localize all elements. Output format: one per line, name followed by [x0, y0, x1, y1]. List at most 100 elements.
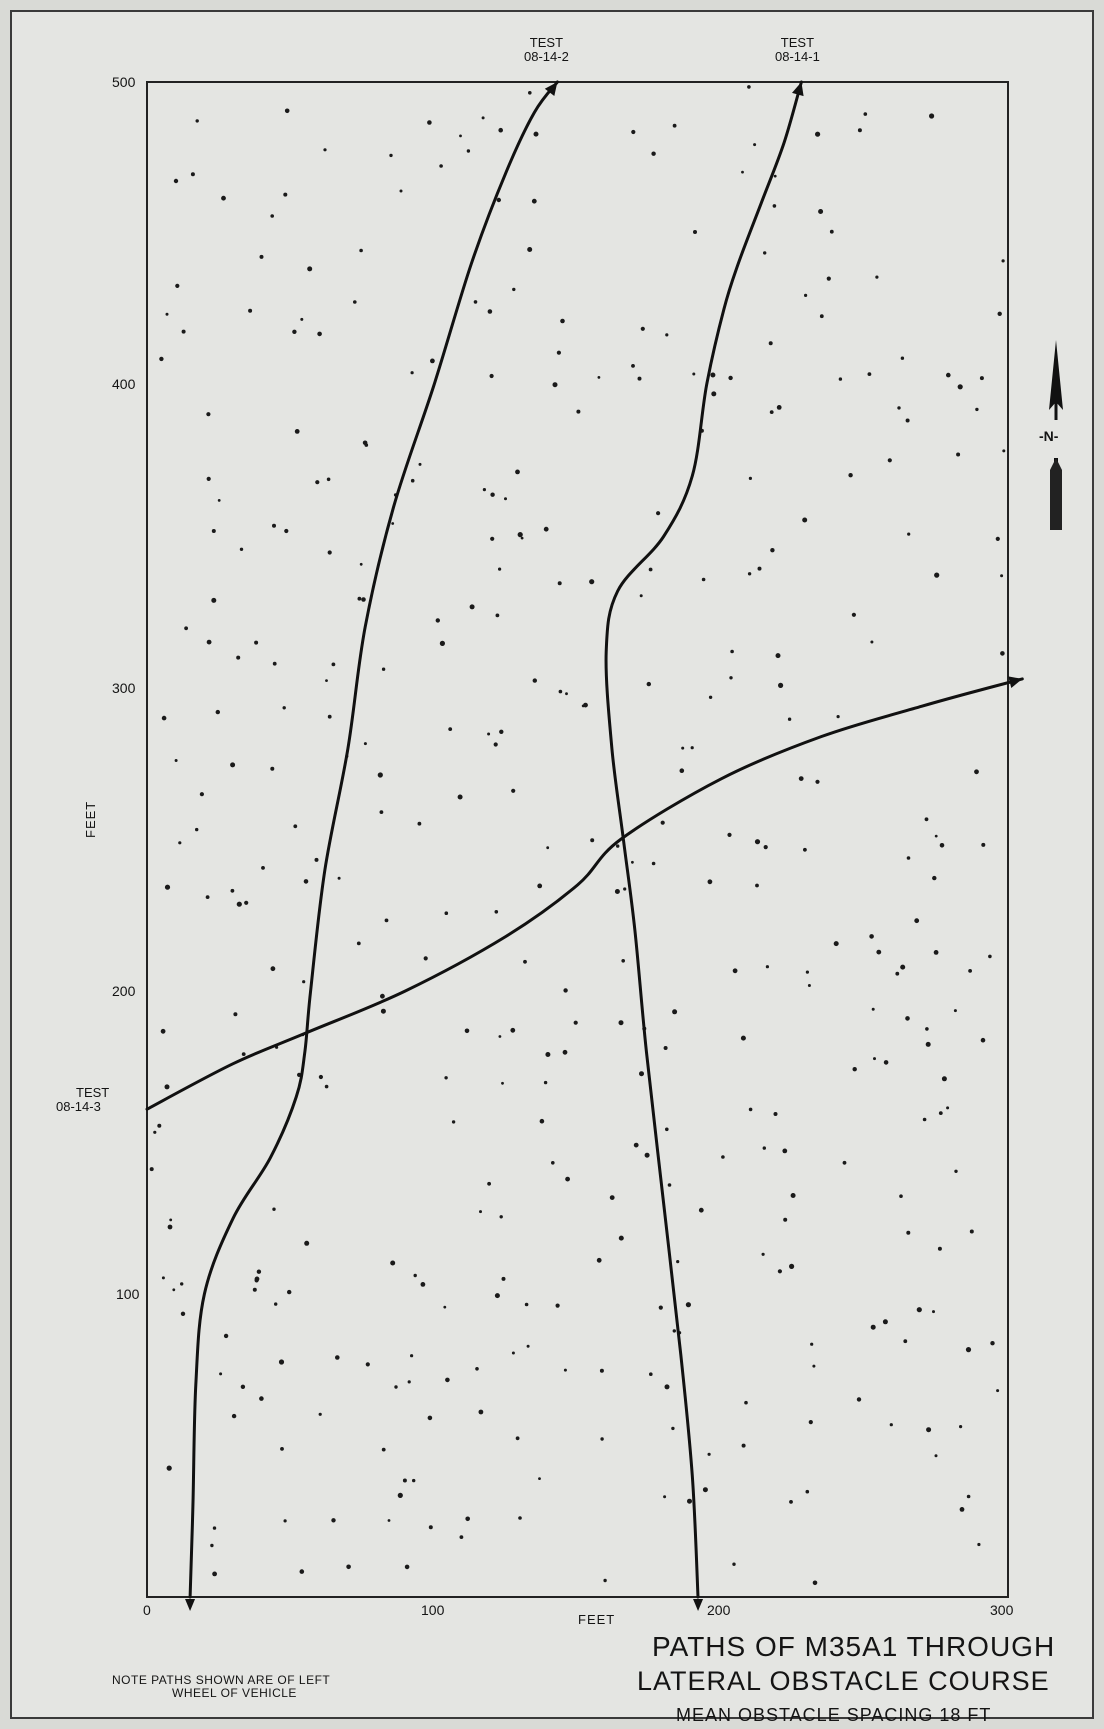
- obstacle-dot: [773, 1112, 778, 1116]
- path-end-arrows: [185, 82, 1023, 1611]
- obstacle-dot: [732, 1562, 736, 1566]
- obstacle-dot: [679, 768, 685, 773]
- obstacle-dot: [631, 860, 634, 864]
- obstacle-dot: [239, 547, 244, 551]
- obstacle-dot: [487, 732, 491, 736]
- obstacle-dot: [399, 189, 403, 193]
- obstacle-dot: [283, 1519, 287, 1523]
- obstacle-dot: [924, 817, 929, 822]
- obstacle-dot: [805, 1489, 810, 1494]
- obstacle-dot: [418, 462, 422, 466]
- obstacle-dot: [889, 1423, 893, 1427]
- obstacle-dot: [261, 866, 265, 870]
- obstacle-dot: [842, 1160, 847, 1165]
- obstacle-dot: [977, 1542, 981, 1547]
- obstacle-dot: [763, 251, 767, 255]
- obstacle-dot: [933, 950, 939, 955]
- obstacle-dot: [681, 746, 685, 750]
- obstacle-dot: [804, 293, 808, 297]
- obstacle-dot: [282, 706, 286, 710]
- obstacle-dot: [754, 839, 761, 845]
- obstacle-dot: [252, 1287, 257, 1292]
- obstacle-dot: [420, 1282, 426, 1287]
- obstacle-dot: [283, 192, 288, 197]
- obstacle-dot: [487, 1181, 491, 1186]
- obstacle-dot: [430, 358, 435, 364]
- y-tick-label-200: 200: [112, 983, 136, 999]
- obstacle-dot: [761, 1252, 765, 1256]
- obstacle-dot: [900, 964, 906, 970]
- obstacle-dot: [557, 581, 562, 586]
- obstacle-dot: [954, 1169, 958, 1174]
- obstacle-dot: [957, 384, 963, 390]
- obstacle-dot: [402, 1478, 407, 1483]
- obstacle-dot: [236, 901, 242, 907]
- obstacle-dot: [565, 1176, 570, 1182]
- obstacle-dot: [925, 1041, 931, 1047]
- obstacle-dot: [157, 1123, 162, 1128]
- obstacle-dot: [384, 918, 389, 923]
- obstacle-dot: [829, 229, 834, 234]
- obstacle-dot: [938, 1111, 943, 1115]
- obstacle-dot: [616, 844, 620, 848]
- obstacle-dot: [444, 1076, 448, 1080]
- obstacle-dot: [356, 941, 361, 946]
- obstacle-dot: [244, 900, 249, 905]
- obstacle-dot: [552, 382, 558, 388]
- obstacle-dot: [315, 480, 320, 485]
- obstacle-dot: [782, 1148, 788, 1154]
- obstacle-dot: [512, 287, 516, 292]
- obstacle-dot: [300, 317, 304, 321]
- obstacle-dot: [805, 970, 810, 974]
- obstacle-dot: [190, 172, 195, 177]
- obstacle-dot: [412, 1478, 416, 1483]
- obstacle-dot: [906, 1230, 911, 1235]
- obstacle-dot: [748, 476, 753, 480]
- obstacle-dot: [565, 692, 568, 696]
- obstacle-dot: [292, 329, 297, 334]
- obstacle-dot: [478, 1409, 484, 1415]
- obstacle-dot: [974, 769, 979, 775]
- obstacle-dot: [195, 119, 199, 123]
- obstacle-dot: [651, 151, 656, 156]
- obstacle-dot: [663, 1046, 668, 1050]
- obstacle-dot: [465, 1516, 471, 1522]
- vehicle-path-08-14-1: [604, 80, 803, 1599]
- obstacle-dot: [410, 371, 414, 375]
- obstacle-dot: [494, 1293, 500, 1299]
- obstacle-dot: [435, 618, 440, 623]
- obstacle-dot: [307, 266, 313, 272]
- obstacle-dot: [499, 1215, 503, 1219]
- obstacle-dot: [518, 1516, 522, 1520]
- obstacle-dot: [317, 331, 322, 337]
- obstacle-dot: [925, 1027, 929, 1031]
- obstacle-dot: [205, 895, 210, 899]
- obstacle-dot: [161, 715, 167, 721]
- obstacle-dot: [646, 681, 651, 687]
- obstacle-dot: [248, 308, 253, 313]
- obstacle-dot: [165, 312, 169, 316]
- obstacle-dot: [981, 842, 986, 847]
- obstacle-dot: [916, 1307, 922, 1313]
- obstacle-dot: [775, 653, 781, 659]
- obstacle-dot: [543, 1080, 548, 1085]
- obstacle-dot: [707, 879, 713, 885]
- footnote: NOTE PATHS SHOWN ARE OF LEFT WHEEL OF VE…: [112, 1674, 330, 1700]
- obstacle-dot: [527, 247, 533, 252]
- obstacle-dot: [783, 1217, 788, 1222]
- obstacle-dot: [873, 1057, 876, 1061]
- obstacle-dot: [702, 1487, 708, 1493]
- obstacle-dot: [230, 888, 235, 893]
- obstacle-dot: [744, 1400, 748, 1405]
- obstacle-dot: [223, 1333, 229, 1339]
- obstacle-dot: [272, 1207, 276, 1211]
- obstacle-dot: [380, 1008, 386, 1014]
- obstacle-dot: [692, 372, 696, 376]
- obstacle-dot: [299, 1569, 305, 1574]
- obstacle-dot: [790, 1193, 796, 1198]
- obstacle-dot: [304, 1240, 310, 1246]
- y-tick-label-100: 100: [116, 1286, 140, 1302]
- obstacle-dot: [361, 597, 366, 602]
- obstacle-dot: [533, 131, 539, 137]
